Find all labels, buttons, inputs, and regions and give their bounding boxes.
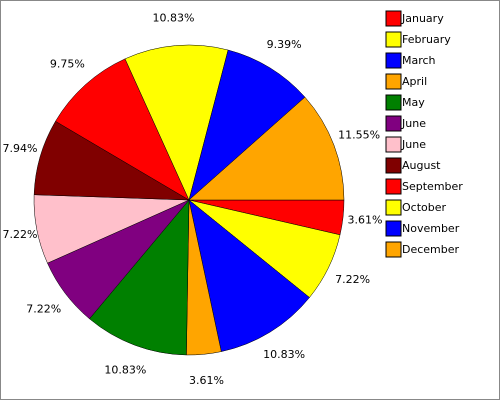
legend-swatch	[385, 220, 402, 237]
legend-label: February	[402, 33, 451, 46]
value-label: 9.39%	[267, 38, 302, 51]
legend-swatch	[385, 199, 402, 216]
legend-swatch	[385, 10, 402, 27]
pie-slice	[55, 58, 190, 201]
value-label: 3.61%	[348, 214, 383, 227]
legend-swatch	[385, 52, 402, 69]
value-label: 10.83%	[104, 364, 146, 377]
pie-slice	[188, 96, 345, 201]
legend-swatch	[385, 115, 402, 132]
value-label: 11.55%	[338, 128, 380, 141]
legend-swatch	[385, 31, 402, 48]
pie-slice	[188, 199, 310, 352]
pie-slice	[188, 49, 306, 201]
legend-label: June	[401, 138, 426, 151]
legend-label: January	[401, 12, 444, 25]
pie-slice	[124, 44, 229, 201]
legend-label: August	[402, 159, 441, 172]
legend-swatch	[385, 241, 402, 258]
value-label: 7.22%	[26, 303, 61, 316]
legend-label: November	[402, 222, 460, 235]
legend-label: December	[402, 243, 460, 256]
legend-label: May	[402, 96, 425, 109]
value-label: 7.94%	[3, 142, 38, 155]
pie-slice	[89, 199, 190, 356]
legend-swatch	[385, 178, 402, 195]
legend-label: September	[402, 180, 463, 193]
value-label: 3.61%	[189, 374, 224, 387]
value-label: 7.22%	[3, 228, 38, 241]
legend-swatch	[385, 157, 402, 174]
legend-swatch	[385, 136, 402, 153]
legend-swatch	[385, 94, 402, 111]
value-label: 10.83%	[263, 348, 305, 361]
value-label: 10.83%	[153, 12, 195, 25]
legend-label: April	[402, 75, 427, 88]
value-label: 7.22%	[335, 273, 370, 286]
legend-label: October	[402, 201, 446, 214]
legend-label: March	[402, 54, 436, 67]
legend-swatch	[385, 73, 402, 90]
legend-label: June	[401, 117, 426, 130]
value-label: 9.75%	[50, 58, 85, 71]
